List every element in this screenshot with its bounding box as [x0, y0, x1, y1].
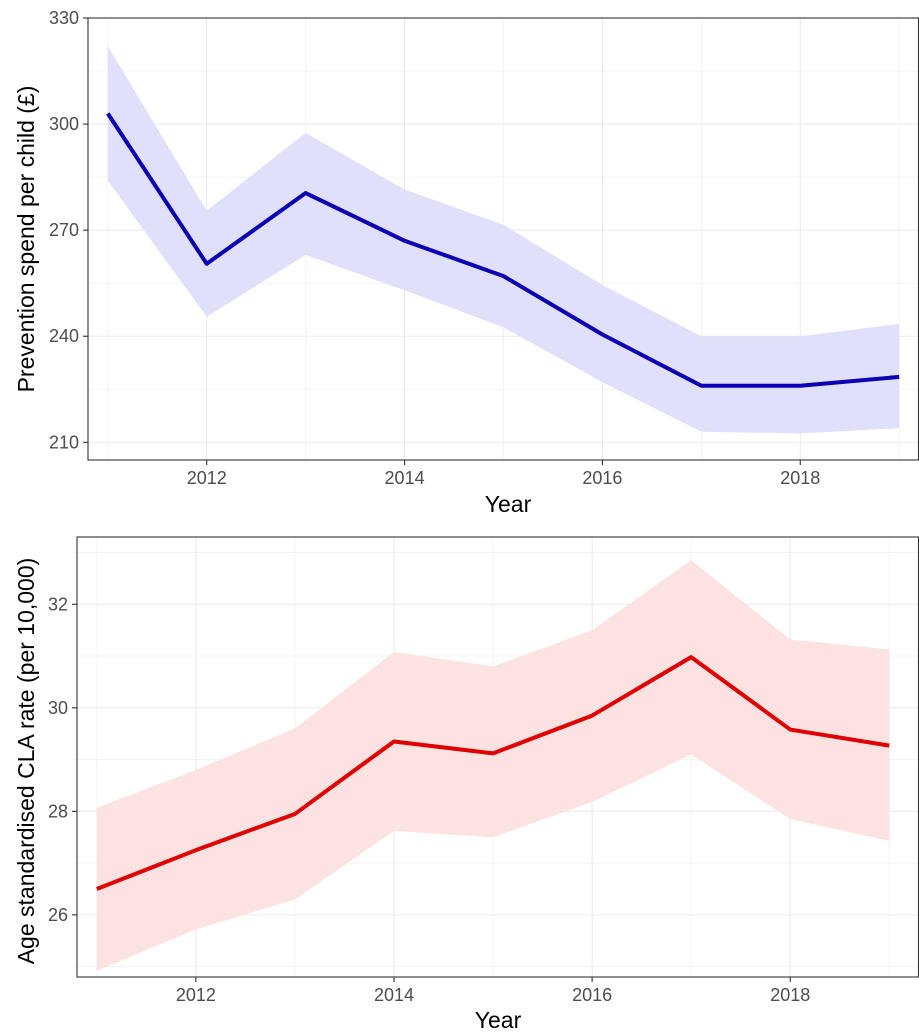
y-tick-label: 300	[49, 114, 79, 134]
y-tick-label: 30	[48, 698, 68, 718]
series-line	[96, 655, 890, 891]
x-tick-label: 2016	[582, 468, 622, 488]
x-axis-title: Year	[475, 1007, 522, 1032]
y-tick-label: 210	[49, 432, 79, 452]
y-tick-label: 270	[49, 220, 79, 240]
confidence-band	[96, 560, 890, 971]
confidence-band	[107, 46, 900, 434]
x-tick-label: 2016	[572, 985, 612, 1005]
y-axis-title: Prevention spend per child (£)	[13, 86, 39, 393]
x-tick-label: 2012	[176, 985, 216, 1005]
y-tick-label: 26	[48, 905, 68, 925]
x-tick-label: 2018	[770, 985, 810, 1005]
y-tick-label: 28	[48, 801, 68, 821]
y-tick-label: 240	[49, 326, 79, 346]
x-tick-label: 2018	[780, 468, 820, 488]
series-line	[106, 112, 900, 388]
x-tick-label: 2014	[385, 468, 425, 488]
prevention-spend-chart: 2012 2014 2016 2018 210 240 270 300 330 Year Pre…	[13, 8, 919, 517]
x-tick-label: 2012	[187, 468, 227, 488]
x-tick-label: 2014	[374, 985, 414, 1005]
x-axis-title: Year	[485, 491, 532, 517]
y-tick-label: 330	[49, 8, 79, 28]
y-axis-title: Age standardised CLA rate (per 10,000)	[13, 558, 39, 965]
cla-rate-chart: 2012 2014 2016 2018 26 28 30 32 Year Age standa…	[13, 536, 919, 1032]
y-tick-label: 32	[48, 594, 68, 614]
